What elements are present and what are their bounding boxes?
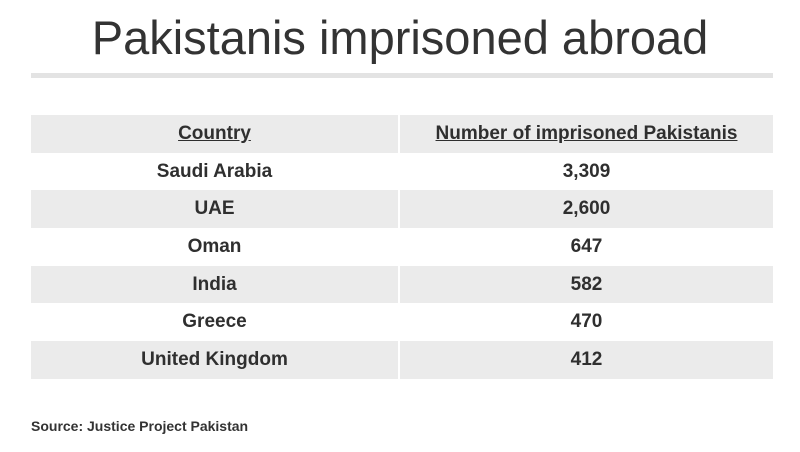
value-cell: 582: [400, 265, 773, 304]
country-cell: Oman: [31, 228, 400, 266]
column-header-number: Number of imprisoned Pakistanis: [400, 115, 773, 153]
title-divider: [31, 73, 773, 78]
value-cell: 470: [570, 311, 603, 333]
header-row: Country Number of imprisoned Pakistanis: [31, 115, 773, 153]
source-note: Source: Justice Project Pakistan: [31, 418, 249, 434]
column-header-country: Country: [31, 115, 400, 153]
value-cell: 647: [570, 235, 603, 257]
table-row: United Kingdom 412: [31, 341, 773, 379]
value-cell: 412: [400, 341, 773, 379]
data-table: Country Number of imprisoned Pakistanis …: [31, 115, 773, 379]
table-row: India 582: [31, 265, 773, 304]
table-row: UAE 2,600: [31, 190, 773, 229]
country-cell: UAE: [31, 190, 400, 229]
table-row: Oman 647: [31, 228, 773, 266]
value-cell: 3,309: [562, 160, 611, 182]
country-cell: United Kingdom: [31, 341, 400, 379]
table-row: Saudi Arabia 3,309: [31, 152, 773, 191]
table-row: Greece 470: [31, 303, 773, 342]
country-cell: Greece: [31, 303, 400, 342]
country-cell: Saudi Arabia: [31, 152, 400, 191]
value-cell: 2,600: [400, 190, 773, 229]
country-cell: India: [31, 265, 400, 304]
chart-title: Pakistanis imprisoned abroad: [91, 11, 709, 64]
